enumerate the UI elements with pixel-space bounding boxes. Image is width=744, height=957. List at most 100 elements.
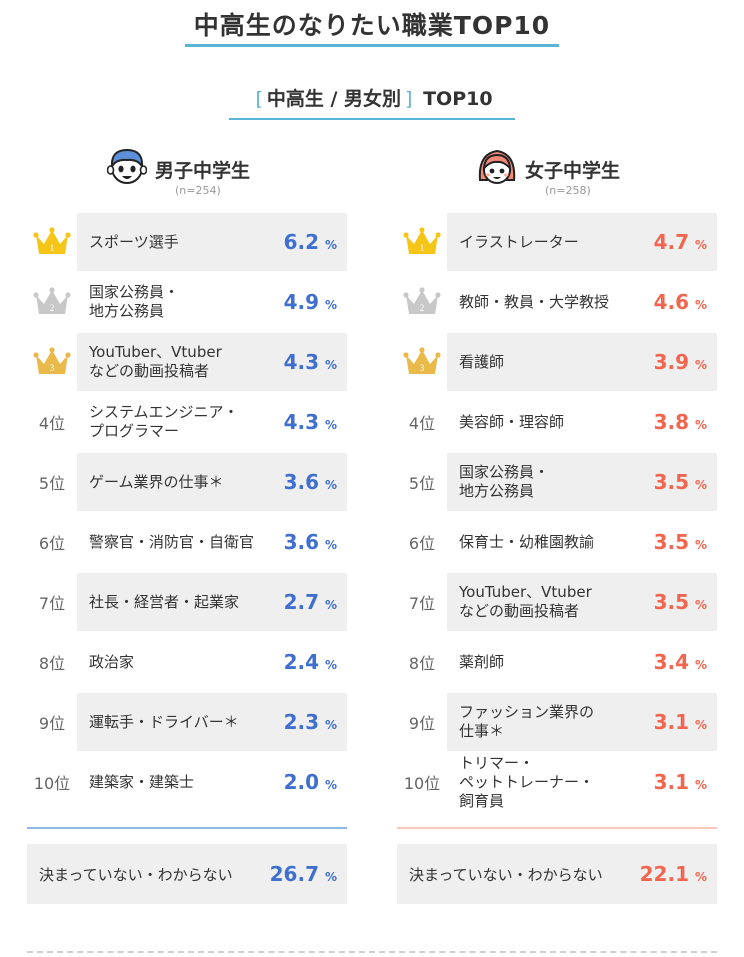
percent-value: 3.5 (653, 470, 689, 494)
girl-face-icon (478, 149, 516, 184)
rank-label: 4位 (38, 414, 66, 433)
percent-value: 3.4 (653, 650, 689, 674)
female-title: 女子中学生 (525, 160, 621, 182)
subtitle: [中高生 / 男女別] TOP10 (0, 84, 744, 111)
rank-medal: 2 (397, 273, 447, 331)
row-cell: 教師・教員・大学教授 4.6% (447, 273, 717, 331)
rank-label: 8位 (38, 654, 66, 673)
bronze-crown-icon: 3 (33, 347, 71, 374)
rank-medal: 1 (27, 213, 77, 271)
row-cell: ファッション業界の 仕事＊ 3.1% (447, 693, 717, 751)
table-row: 2 国家公務員・ 地方公務員 4.9% (27, 273, 347, 331)
row-cell: 国家公務員・ 地方公務員 4.9% (77, 273, 347, 331)
percent-unit: % (694, 238, 707, 252)
subtitle-suffix: TOP10 (423, 88, 493, 110)
job-label: 政治家 (89, 652, 135, 671)
table-row: 8位 政治家 2.4% (27, 633, 347, 691)
percent-value: 6.2 (283, 230, 319, 254)
percent-unit: % (324, 658, 337, 672)
undecided-label: 決まっていない・わからない (409, 865, 603, 884)
row-cell: 薬剤師 3.4% (447, 633, 717, 691)
percent-unit: % (324, 778, 337, 792)
job-label: トリマー・ ペットトレーナー・ 飼育員 (459, 753, 595, 810)
row-cell: 運転手・ドライバー＊ 2.3% (77, 693, 347, 751)
table-row: 6位 保育士・幼稚園教諭 3.5% (397, 513, 717, 571)
table-row: 5位 国家公務員・ 地方公務員 3.5% (397, 453, 717, 511)
table-row: 6位 警察官・消防官・自衛官 3.6% (27, 513, 347, 571)
row-cell: イラストレーター 4.7% (447, 213, 717, 271)
rank-medal: 3 (27, 333, 77, 391)
male-divider (27, 827, 347, 829)
job-label: 看護師 (459, 352, 505, 371)
male-header: 男子中学生 (n=254) (27, 146, 347, 206)
table-row: 10位 トリマー・ ペットトレーナー・ 飼育員 3.1% (397, 753, 717, 811)
table-row: 5位 ゲーム業界の仕事＊ 3.6% (27, 453, 347, 511)
percent-value: 2.0 (283, 770, 319, 794)
rank-label: 6位 (408, 534, 436, 553)
subtitle-bracket-close: ] (405, 88, 413, 110)
job-label: ファッション業界の 仕事＊ (459, 703, 595, 740)
job-label: 建築家・建築士 (89, 772, 195, 791)
percent-unit: % (694, 598, 707, 612)
percent-value: 4.3 (283, 350, 319, 374)
table-row: 1 イラストレーター 4.7% (397, 213, 717, 271)
subtitle-text: 中高生 / 男女別 (266, 88, 402, 110)
percent-value: 3.1 (653, 770, 689, 794)
percent-value: 4.9 (283, 290, 319, 314)
female-divider (397, 827, 717, 829)
undecided-value: 22.1 (639, 862, 689, 886)
undecided-value: 26.7 (269, 862, 319, 886)
job-label: 教師・教員・大学教授 (459, 292, 610, 311)
row-cell: スポーツ選手 6.2% (77, 213, 347, 271)
job-label: 運転手・ドライバー＊ (89, 712, 239, 731)
row-cell: 保育士・幼稚園教諭 3.5% (447, 513, 717, 571)
rank-label: 8位 (408, 654, 436, 673)
rank-label: 5位 (38, 474, 66, 493)
rank-medal: 2 (27, 273, 77, 331)
row-cell: 国家公務員・ 地方公務員 3.5% (447, 453, 717, 511)
percent-unit: % (324, 418, 337, 432)
percent-unit: % (694, 658, 707, 672)
percent-unit: % (694, 718, 707, 732)
job-label: 社長・経営者・起業家 (89, 592, 240, 611)
rank-label: 4位 (408, 414, 436, 433)
svg-text:3: 3 (420, 363, 425, 373)
percent-value: 4.3 (283, 410, 319, 434)
percent-value: 3.5 (653, 530, 689, 554)
percent-value: 2.4 (283, 650, 319, 674)
silver-crown-icon: 2 (33, 287, 71, 314)
male-undecided-row: 決まっていない・わからない 26.7 % (27, 844, 347, 904)
percent-value: 4.7 (653, 230, 689, 254)
job-label: YouTuber、Vtuber などの動画投稿者 (89, 343, 222, 380)
row-cell: 警察官・消防官・自衛官 3.6% (77, 513, 347, 571)
job-label: YouTuber、Vtuber などの動画投稿者 (459, 583, 592, 620)
percent-value: 3.5 (653, 590, 689, 614)
rank-label: 6位 (38, 534, 66, 553)
svg-text:3: 3 (50, 363, 55, 373)
table-row: 2 教師・教員・大学教授 4.6% (397, 273, 717, 331)
percent-unit: % (324, 718, 337, 732)
svg-text:1: 1 (420, 243, 425, 253)
percent-value: 3.6 (283, 530, 319, 554)
table-row: 3 YouTuber、Vtuber などの動画投稿者 4.3% (27, 333, 347, 391)
row-cell: YouTuber、Vtuber などの動画投稿者 4.3% (77, 333, 347, 391)
row-cell: 看護師 3.9% (447, 333, 717, 391)
subtitle-underline (229, 118, 515, 120)
table-row: 7位 社長・経営者・起業家 2.7% (27, 573, 347, 631)
female-undecided-row: 決まっていない・わからない 22.1 % (397, 844, 717, 904)
percent-unit: % (694, 358, 707, 372)
page-title: 中高生のなりたい職業TOP10 (193, 11, 551, 40)
male-title: 男子中学生 (155, 160, 251, 182)
job-label: 薬剤師 (459, 652, 505, 671)
percent-value: 4.6 (653, 290, 689, 314)
rank-medal: 3 (397, 333, 447, 391)
table-row: 9位 運転手・ドライバー＊ 2.3% (27, 693, 347, 751)
table-row: 7位 YouTuber、Vtuber などの動画投稿者 3.5% (397, 573, 717, 631)
percent-unit: % (324, 538, 337, 552)
gold-crown-icon: 1 (403, 227, 441, 254)
percent-value: 3.8 (653, 410, 689, 434)
job-label: システムエンジニア・ プログラマー (89, 403, 239, 440)
footer-dashed-divider (27, 951, 717, 953)
job-label: 美容師・理容師 (459, 412, 565, 431)
percent-value: 2.3 (283, 710, 319, 734)
